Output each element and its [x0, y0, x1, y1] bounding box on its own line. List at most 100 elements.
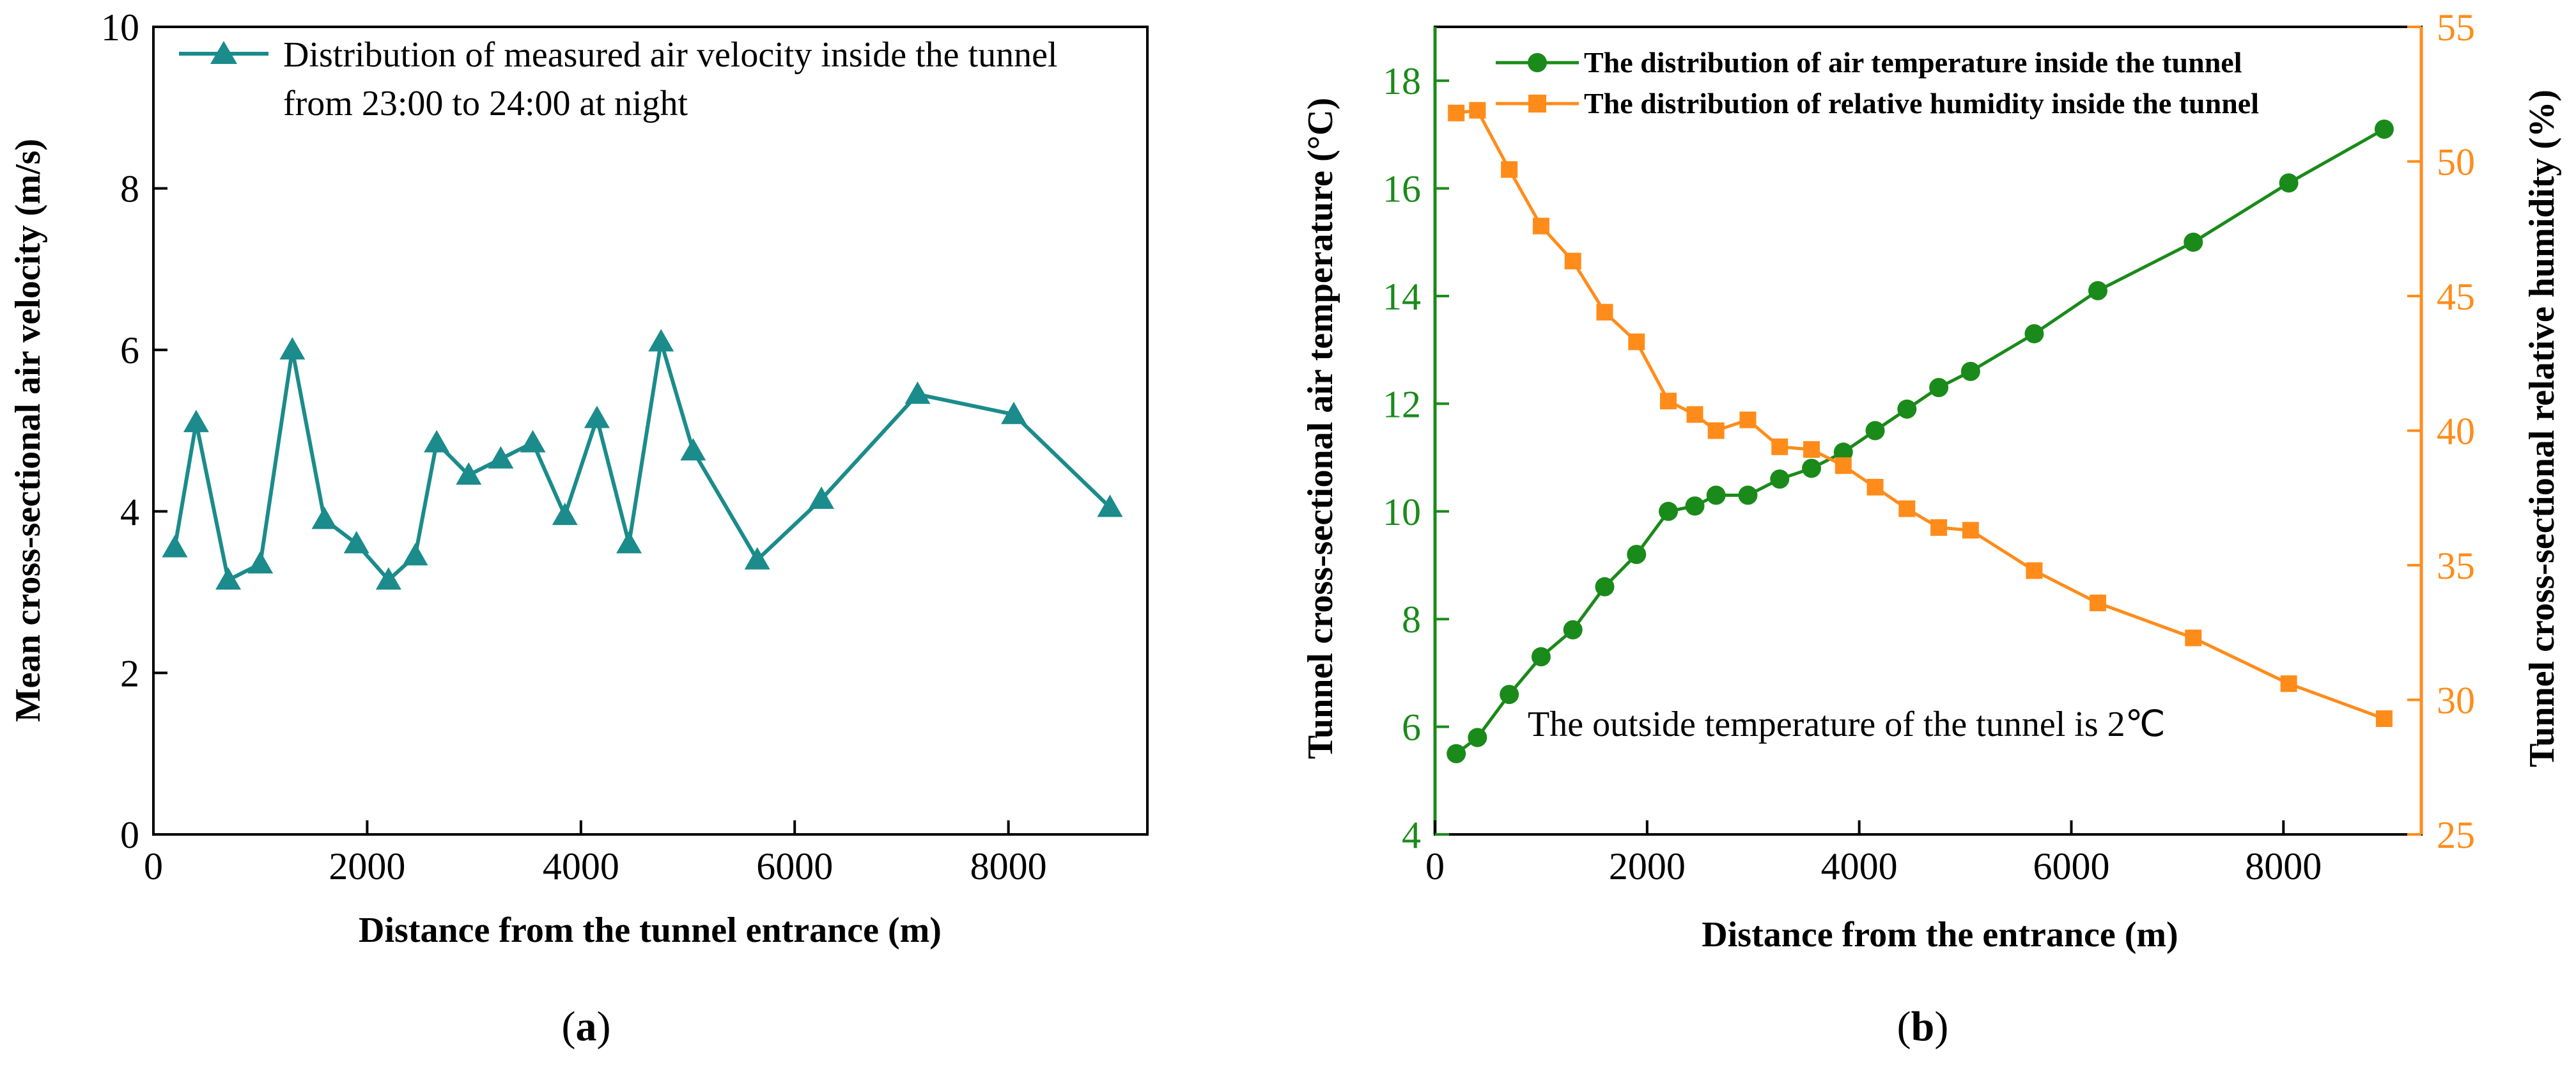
temperature-point — [1897, 399, 1917, 419]
velocity-point — [247, 551, 274, 574]
temperature-point — [2374, 119, 2394, 139]
panel-a-series — [162, 329, 1123, 590]
velocity-point — [215, 567, 242, 590]
temperature-point — [1659, 501, 1679, 521]
panel-b-chart: 0 2000 4000 6000 8000 4 6 8 10 12 14 16 18 25 30 35 40… — [1301, 6, 2562, 1050]
humidity-point — [1532, 217, 1549, 235]
temperature-point — [1468, 728, 1487, 747]
0-x-tick-label: 4000 — [543, 845, 619, 887]
velocity-point — [183, 409, 209, 432]
panel-a-chart: 0 2000 4000 6000 8000 0 2 4 6 8 10 Distribution o… — [8, 6, 1149, 1050]
0-x-tick-label: 6000 — [756, 845, 833, 887]
temperature-point — [1563, 620, 1583, 640]
humidity-point — [2185, 629, 2202, 646]
temperature-point — [2024, 324, 2044, 343]
humidity-point — [1469, 102, 1486, 119]
temperature-series-line — [1455, 127, 2386, 755]
humidity-point — [1448, 104, 1465, 121]
velocity-point — [279, 337, 306, 360]
1-x-tick-label: 2000 — [1609, 845, 1686, 887]
1-x-tick-label: 4000 — [1821, 845, 1898, 887]
1-x-tick-label: 8000 — [2245, 845, 2322, 887]
velocity-point — [648, 329, 674, 352]
panel-b-y2-tick-label: 40 — [2437, 410, 2475, 453]
legend-label-humidity: The distribution of relative humidity in… — [1584, 87, 2259, 120]
velocity-point — [1097, 494, 1123, 517]
velocity-point — [616, 531, 642, 554]
velocity-point — [584, 405, 610, 428]
humidity-point — [1771, 438, 1788, 455]
velocity-point — [456, 462, 482, 485]
legend-label-temperature: The distribution of air temperature insi… — [1584, 46, 2242, 79]
velocity-point — [424, 430, 450, 453]
panel-b-y2-tick-label: 35 — [2437, 545, 2475, 587]
temperature-point — [1801, 458, 1821, 478]
panel-b-y2-tick-label: 50 — [2437, 141, 2475, 184]
humidity-point — [1930, 519, 1948, 536]
temperature-point — [2184, 232, 2203, 252]
panel-b-y-tick-label: 12 — [1383, 383, 1421, 425]
panel-b-y2-tick-label: 45 — [2437, 276, 2475, 318]
0-x-tick-label: 2000 — [329, 845, 405, 887]
humidity-point — [2280, 675, 2297, 692]
temperature-point — [2279, 173, 2299, 193]
panel-b-y-tick-label: 18 — [1383, 60, 1421, 102]
humidity-point — [1962, 522, 1979, 539]
temperature-point — [1770, 469, 1790, 489]
panel-b-y-tick-label: 8 — [1402, 598, 1421, 641]
humidity-point — [1707, 422, 1725, 439]
panel-b-right-y-axis: 25 30 35 40 45 50 55 — [2407, 6, 2475, 856]
panel-a-letter: a — [576, 1003, 597, 1050]
panel-a-caption-label: (a) — [562, 1003, 611, 1050]
panel-b-y-tick-label: 10 — [1383, 491, 1421, 533]
humidity-point — [1660, 393, 1677, 410]
panel-b-legend: The distribution of air temperature insi… — [1496, 46, 2259, 120]
humidity-series-line — [1455, 108, 2385, 721]
legend-label-velocity-line1: Distribution of measured air velocity in… — [283, 35, 1058, 75]
panel-b-left-y-axis: 4 6 8 10 12 14 16 18 — [1383, 60, 1449, 856]
temperature-point — [1833, 442, 1853, 462]
panel-b-y2-tick-label: 25 — [2437, 814, 2475, 856]
temperature-point — [1447, 744, 1466, 763]
velocity-series-line — [173, 340, 1112, 582]
panel-b-annotation: The outside temperature of the tunnel is… — [1528, 705, 2166, 744]
velocity-point — [375, 567, 401, 590]
panel-a-y-axis-label: Mean cross-sectional air velocity (m/s) — [8, 139, 48, 722]
panel-a-y-tick-label: 4 — [120, 491, 139, 533]
humidity-point — [1898, 500, 1916, 517]
panel-a-y-tick-label: 8 — [120, 168, 139, 210]
velocity-point — [680, 438, 706, 461]
temperature-point — [2088, 281, 2107, 301]
panel-b-series — [1447, 102, 2394, 763]
panel-a-x-axis-label: Distance from the tunnel entrance (m) — [359, 911, 942, 950]
humidity-point — [1628, 333, 1645, 350]
velocity-point — [488, 446, 514, 469]
panel-a-y-tick-label: 10 — [101, 6, 139, 49]
legend-triangle-marker — [210, 41, 237, 64]
humidity-point — [2375, 710, 2393, 727]
panel-b-y-tick-label: 6 — [1402, 707, 1421, 749]
humidity-point — [1501, 161, 1518, 178]
velocity-point — [1000, 402, 1027, 425]
velocity-point — [904, 381, 931, 404]
velocity-point — [311, 506, 338, 529]
panel-a-y-axis: 0 2 4 6 8 10 — [101, 6, 167, 856]
humidity-point — [1596, 304, 1613, 321]
panel-b-caption-label: (b) — [1897, 1003, 1949, 1050]
temperature-point — [1929, 378, 1949, 398]
temperature-point — [1960, 361, 1980, 381]
0-x-tick-label: 0 — [144, 845, 163, 887]
panel-b-y-tick-label: 14 — [1383, 276, 1421, 318]
temperature-point — [1685, 496, 1705, 516]
velocity-point — [744, 547, 770, 570]
velocity-point — [343, 531, 369, 554]
panel-a-y-tick-label: 2 — [120, 652, 139, 694]
humidity-point — [1866, 478, 1884, 496]
temperature-point — [1595, 577, 1615, 597]
panel-b-y2-tick-label: 55 — [2437, 6, 2475, 49]
temperature-point — [1738, 485, 1758, 505]
legend-label-velocity-line2: from 23:00 to 24:00 at night — [283, 84, 688, 123]
velocity-point — [162, 535, 188, 558]
velocity-point — [552, 503, 578, 526]
